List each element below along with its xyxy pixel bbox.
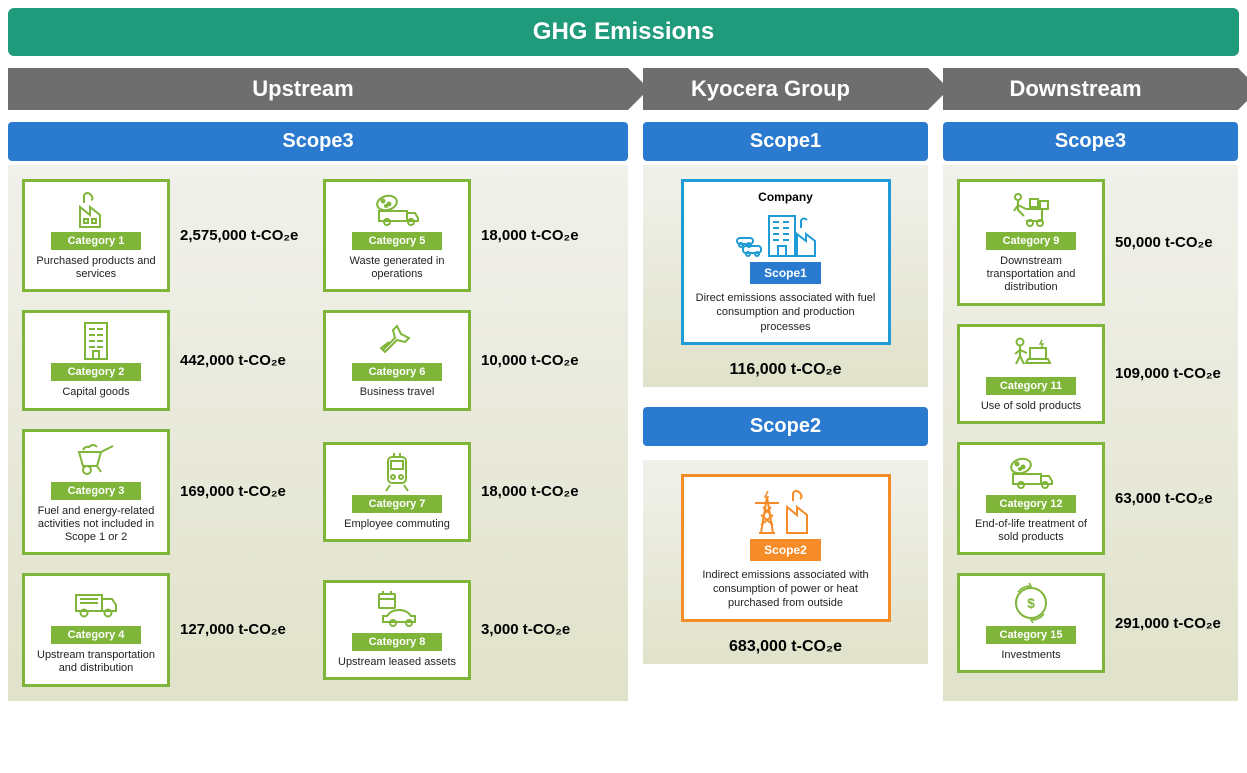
category-box: Category 12 End-of-life treatment of sol… [957, 442, 1105, 555]
category-badge: Category 8 [352, 633, 442, 651]
scope2-header: Scope2 [643, 407, 928, 446]
arrow-middle: Kyocera Group [643, 68, 928, 110]
laptop-user-icon [966, 333, 1096, 375]
category-item: Category 11 Use of sold products 109,000… [957, 324, 1224, 424]
waste-truck-icon [966, 451, 1096, 493]
category-box: Category 2 Capital goods [22, 310, 170, 410]
category-desc: Capital goods [31, 386, 161, 399]
category-value: 18,000 t-CO₂e [481, 483, 579, 500]
scope2-desc: Indirect emissions associated with consu… [692, 568, 880, 611]
category-desc: Investments [966, 649, 1096, 662]
category-desc: Use of sold products [966, 400, 1096, 413]
scope1-box: Company Scope1 Direct emissions associat… [681, 179, 891, 345]
scope2-box: Scope2 Indirect emissions associated wit… [681, 474, 891, 622]
category-desc: Waste generated in operations [332, 255, 462, 281]
upstream-panel: Category 1 Purchased products and servic… [8, 165, 628, 701]
category-value: 2,575,000 t-CO₂e [180, 227, 298, 244]
category-value: 3,000 t-CO₂e [481, 621, 570, 638]
scope-header-middle: Scope1 [643, 122, 928, 161]
category-item: Category 5 Waste generated in operations… [323, 179, 614, 292]
category-box: Category 5 Waste generated in operations [323, 179, 471, 292]
category-item: Category 7 Employee commuting 18,000 t-C… [323, 429, 614, 556]
category-badge: Category 3 [51, 482, 141, 500]
company-label: Company [692, 190, 880, 204]
svg-text:$: $ [1027, 595, 1035, 611]
category-value: 169,000 t-CO₂e [180, 483, 286, 500]
category-item: Category 4 Upstream transportation and d… [22, 573, 313, 686]
building-icon [31, 319, 161, 361]
category-desc: Upstream leased assets [332, 656, 462, 669]
scope2-badge: Scope2 [750, 539, 821, 561]
category-value: 291,000 t-CO₂e [1115, 615, 1221, 632]
category-desc: Fuel and energy-related activities not i… [31, 505, 161, 545]
handtruck-icon [966, 188, 1096, 230]
middle-panel: Company Scope1 Direct emissions associat… [643, 165, 928, 701]
category-desc: Downstream transportation and distributi… [966, 255, 1096, 295]
category-box: Category 8 Upstream leased assets [323, 580, 471, 680]
plane-icon [332, 319, 462, 361]
category-badge: Category 12 [986, 495, 1076, 513]
scope1-badge: Scope1 [750, 262, 821, 284]
category-item: Category 8 Upstream leased assets 3,000 … [323, 573, 614, 686]
category-item: Category 2 Capital goods 442,000 t-CO₂e [22, 310, 313, 410]
category-item: $ Category 15 Investments 291,000 t-CO₂e [957, 573, 1224, 673]
category-badge: Category 6 [352, 363, 442, 381]
category-value: 442,000 t-CO₂e [180, 352, 286, 369]
truck-icon [31, 582, 161, 624]
category-box: Category 1 Purchased products and servic… [22, 179, 170, 292]
arrow-upstream: Upstream [8, 68, 628, 110]
category-badge: Category 4 [51, 626, 141, 644]
scope2-value: 683,000 t-CO₂e [657, 638, 914, 656]
car-calendar-icon [332, 589, 462, 631]
waste-truck-icon [332, 188, 462, 230]
content-row: Category 1 Purchased products and servic… [8, 165, 1239, 701]
category-box: Category 6 Business travel [323, 310, 471, 410]
category-item: Category 6 Business travel 10,000 t-CO₂e [323, 310, 614, 410]
category-box: Category 3 Fuel and energy-related activ… [22, 429, 170, 556]
title-bar: GHG Emissions [8, 8, 1239, 56]
scope-headers-row: Scope3 Scope1 Scope3 [8, 122, 1239, 161]
factory-icon [31, 188, 161, 230]
train-icon [332, 451, 462, 493]
wheelbarrow-icon [31, 438, 161, 480]
category-desc: Business travel [332, 386, 462, 399]
category-value: 10,000 t-CO₂e [481, 352, 579, 369]
scope1-desc: Direct emissions associated with fuel co… [692, 291, 880, 334]
category-desc: End-of-life treatment of sold products [966, 518, 1096, 544]
category-box: Category 4 Upstream transportation and d… [22, 573, 170, 686]
category-desc: Upstream transportation and distribution [31, 649, 161, 675]
category-value: 109,000 t-CO₂e [1115, 365, 1221, 382]
category-badge: Category 1 [51, 232, 141, 250]
arrows-row: Upstream Kyocera Group Downstream [8, 68, 1239, 110]
category-value: 18,000 t-CO₂e [481, 227, 579, 244]
arrow-downstream: Downstream [943, 68, 1238, 110]
category-box: Category 7 Employee commuting [323, 442, 471, 542]
category-desc: Purchased products and services [31, 255, 161, 281]
category-box: Category 9 Downstream transportation and… [957, 179, 1105, 306]
category-value: 50,000 t-CO₂e [1115, 234, 1213, 251]
category-badge: Category 15 [986, 626, 1076, 644]
category-badge: Category 7 [352, 495, 442, 513]
category-value: 63,000 t-CO₂e [1115, 490, 1213, 507]
category-value: 127,000 t-CO₂e [180, 621, 286, 638]
category-item: Category 3 Fuel and energy-related activ… [22, 429, 313, 556]
category-desc: Employee commuting [332, 518, 462, 531]
category-badge: Category 9 [986, 232, 1076, 250]
money-cycle-icon: $ [966, 582, 1096, 624]
power-icon [692, 485, 880, 535]
scope-header-upstream: Scope3 [8, 122, 628, 161]
category-badge: Category 2 [51, 363, 141, 381]
category-box: $ Category 15 Investments [957, 573, 1105, 673]
downstream-panel: Category 9 Downstream transportation and… [943, 165, 1238, 701]
category-item: Category 1 Purchased products and servic… [22, 179, 313, 292]
category-badge: Category 5 [352, 232, 442, 250]
category-badge: Category 11 [986, 377, 1076, 395]
scope-header-downstream: Scope3 [943, 122, 1238, 161]
company-icon [692, 208, 880, 258]
category-item: Category 9 Downstream transportation and… [957, 179, 1224, 306]
category-item: Category 12 End-of-life treatment of sol… [957, 442, 1224, 555]
category-box: Category 11 Use of sold products [957, 324, 1105, 424]
scope1-value: 116,000 t-CO₂e [657, 361, 914, 379]
